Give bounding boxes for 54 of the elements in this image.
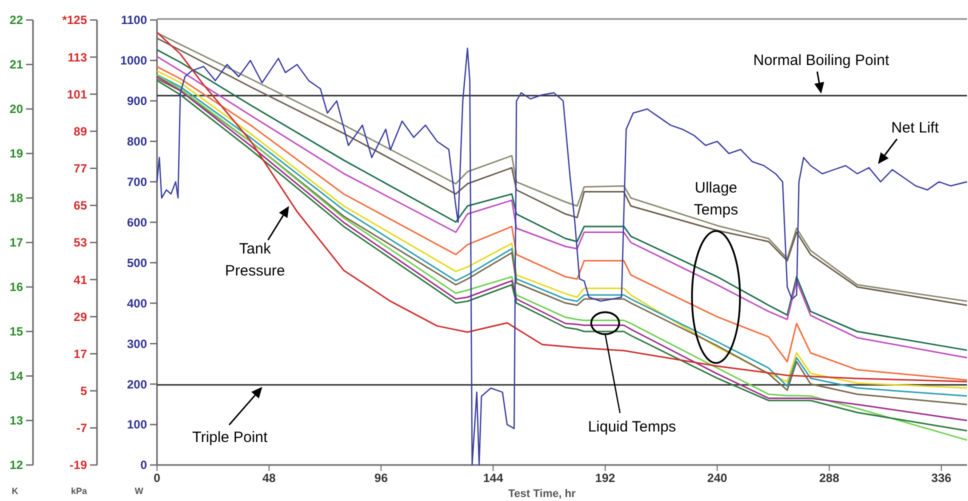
y-tick-label: 18 (10, 191, 24, 206)
y-tick-label: 12 (10, 458, 24, 472)
y2-tick-label: -7 (76, 421, 88, 436)
y-tick-label: 19 (10, 146, 24, 161)
x-tick-label: 144 (483, 471, 504, 486)
x-tick-label: 0 (154, 471, 161, 486)
y3-tick-label: 800 (126, 134, 148, 149)
y3-tick-label: 400 (126, 296, 148, 310)
y2-tick-label: 89 (74, 124, 88, 138)
y-tick-label: 17 (10, 236, 24, 250)
y3-tick-label: 1100 (120, 13, 148, 28)
y2-tick-label: 53 (74, 236, 88, 250)
annotation: Ullage Temps (694, 179, 738, 218)
y-tick-label: 13 (10, 414, 24, 428)
y2-axis-title: kPa (70, 486, 88, 496)
x-tick-label: 288 (819, 471, 840, 486)
y2-tick-label: 77 (74, 162, 88, 176)
y3-tick-label: 1000 (120, 54, 148, 68)
y-tick-label: 14 (10, 369, 24, 384)
ref-line-label: Normal Boiling Point (753, 52, 890, 69)
y2-tick-label: -19 (70, 458, 88, 472)
annotation: Net Lift (891, 119, 940, 136)
y3-tick-label: 200 (126, 377, 148, 392)
x-tick-label: 240 (707, 471, 728, 486)
y2-tick-label: 29 (74, 310, 88, 324)
y3-tick-label: 600 (126, 215, 148, 230)
x-tick-label: 192 (595, 471, 616, 486)
x-tick-label: 336 (931, 471, 952, 486)
y3-tick-label: 100 (126, 418, 148, 432)
x-tick-label: 96 (374, 471, 388, 486)
y-tick-label: 16 (10, 280, 24, 294)
y-tick-label: 21 (10, 58, 24, 72)
y3-tick-label: 500 (126, 256, 148, 270)
y3-axis-title: W (134, 486, 144, 496)
x-axis-title: Test Time, hr (508, 488, 576, 500)
y-tick-label: 22 (10, 13, 24, 28)
y2-tick-label: 113 (68, 50, 88, 64)
y3-tick-label: 0 (140, 458, 148, 472)
y2-tick-label: 5 (80, 384, 88, 398)
y3-tick-label: 700 (126, 175, 148, 190)
y2-tick-label: 65 (74, 198, 88, 213)
y2-tick-label: 17 (74, 346, 88, 361)
y3-tick-label: 900 (126, 94, 148, 108)
annotation: Tank Pressure (224, 240, 286, 280)
y2-tick-label: *125 (62, 13, 88, 28)
annotation: Liquid Temps (588, 418, 676, 436)
y-axis-title: K (12, 486, 19, 496)
ref-line-label: Triple Point (192, 429, 268, 446)
y2-tick-label: 41 (74, 272, 88, 287)
y-tick-label: 20 (10, 102, 24, 116)
y3-tick-label: 300 (126, 336, 148, 351)
x-tick-label: 48 (262, 471, 276, 486)
y-tick-label: 15 (10, 324, 24, 339)
y2-tick-label: 101 (66, 87, 88, 102)
